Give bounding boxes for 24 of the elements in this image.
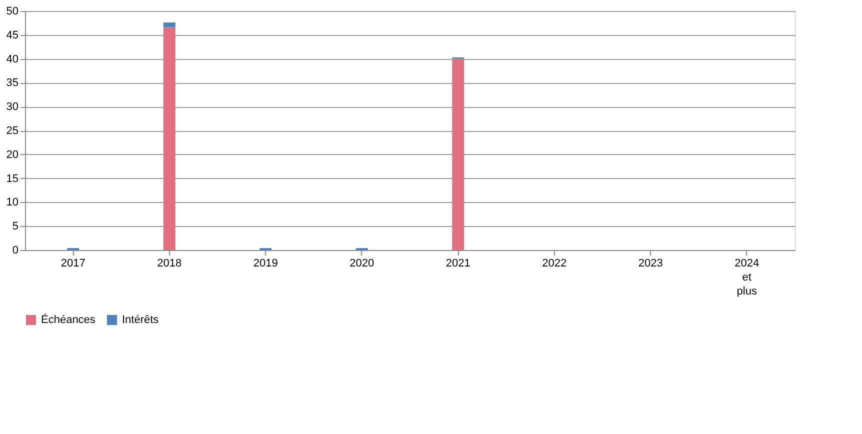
y-tick-label: 50 [6,6,18,18]
y-tick-label: 25 [6,125,18,137]
x-tick-label: 2020 [350,258,374,270]
y-tick-label: 20 [6,148,18,161]
y-tick-label: 40 [6,53,18,66]
x-tick-label: 2021 [446,258,470,270]
y-tick-label: 5 [12,220,18,233]
y-tick-label: 45 [6,29,18,42]
bar [452,58,464,250]
y-tick-label: 0 [12,244,18,256]
x-tick-label: 2023 [638,258,663,270]
bar [163,27,176,250]
x-tick-label: 2017 [60,258,86,270]
x-tick-label: 2022 [542,258,567,270]
x-tick-label: 2019 [253,258,278,270]
y-tick-label: 10 [6,196,18,209]
legend-label: Intérêts [122,314,160,326]
x-tick-label: 2024 et plus [734,258,760,298]
x-tick-label: 2018 [157,258,182,270]
bar [163,22,176,28]
y-tick-label: 15 [6,172,18,185]
y-tick-label: 35 [6,77,18,90]
legend-label: Échéances [41,313,96,326]
y-tick-label: 30 [6,101,18,114]
